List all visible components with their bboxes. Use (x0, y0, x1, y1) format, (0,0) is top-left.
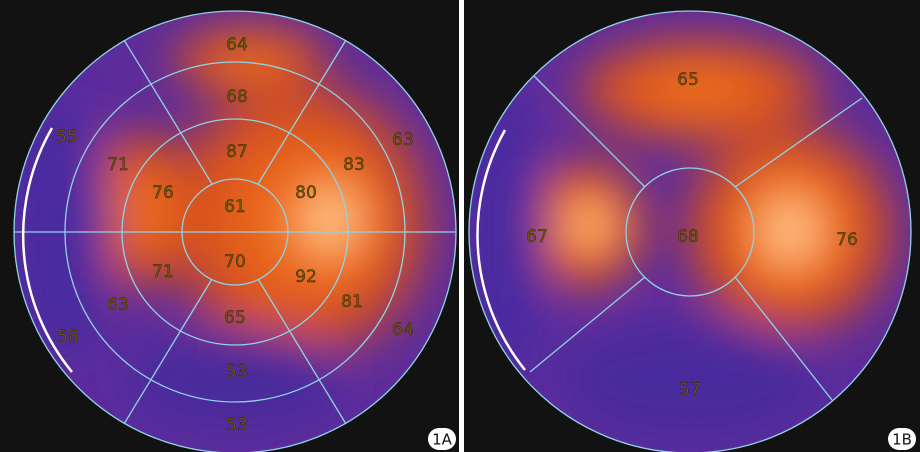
segment-value: 65 (677, 70, 699, 90)
segment-value: 81 (341, 292, 363, 312)
segment-value: 87 (226, 142, 248, 162)
segment-value: 70 (224, 252, 246, 272)
panel-tag: 1A (432, 431, 453, 449)
segment-value: 65 (224, 308, 246, 328)
segment-value: 76 (836, 230, 858, 250)
segment-value: 68 (226, 87, 248, 107)
segment-value: 61 (224, 197, 246, 217)
segment-value: 71 (152, 262, 174, 282)
segment-value: 76 (152, 183, 174, 203)
figure: 64 68 87 61 70 65 53 53 55 71 76 80 83 6… (0, 0, 920, 452)
segment-value: 71 (107, 155, 129, 175)
panel-tag: 1B (892, 431, 912, 449)
segment-value: 57 (679, 380, 701, 400)
segment-value: 63 (392, 130, 414, 150)
segment-value: 53 (226, 362, 248, 382)
segment-value: 53 (226, 415, 248, 435)
segment-value: 80 (295, 183, 317, 203)
segment-value: 67 (526, 227, 548, 247)
segment-value: 83 (343, 155, 365, 175)
segment-value: 64 (226, 35, 248, 55)
segment-value: 64 (392, 320, 414, 340)
segment-value: 55 (56, 127, 78, 147)
panel-a: 64 68 87 61 70 65 53 53 55 71 76 80 83 6… (0, 0, 459, 452)
panel-b: 65 68 67 76 57 1B (464, 0, 920, 452)
segment-value: 63 (107, 295, 129, 315)
segment-value: 68 (677, 227, 699, 247)
segment-value: 58 (57, 327, 79, 347)
segment-value: 92 (295, 267, 317, 287)
